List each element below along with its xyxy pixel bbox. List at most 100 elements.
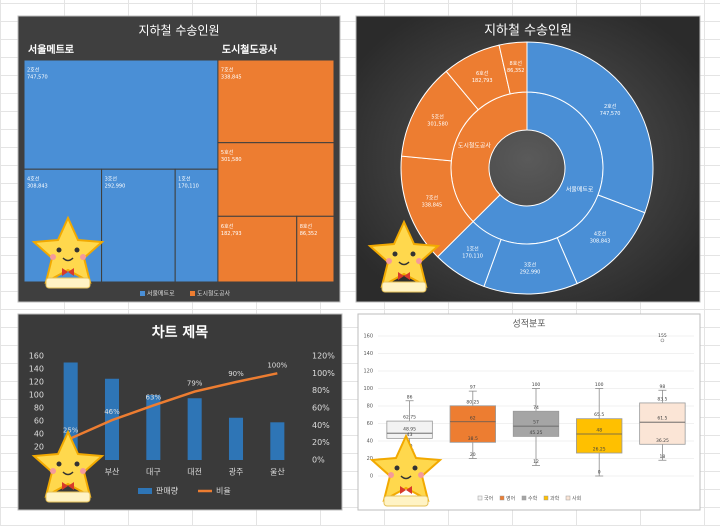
group-label: 서울메트로	[566, 185, 594, 193]
bar	[228, 417, 244, 460]
segment-label: 6호선	[476, 70, 489, 77]
box	[449, 405, 496, 443]
y-tick-label: 160	[363, 334, 373, 340]
box-label: 98	[660, 384, 666, 390]
box-label: 48	[596, 428, 602, 434]
segment-value: 292,990	[520, 269, 541, 275]
x-tick-label: 대전	[187, 467, 202, 477]
bar	[270, 422, 285, 460]
tile-label: 3호선	[105, 176, 118, 183]
tile-value: 86,352	[300, 231, 318, 237]
box-label: 86	[407, 394, 413, 400]
y-tick-label: 40	[34, 430, 44, 439]
x-tick-label: 울산	[270, 467, 285, 477]
tile-value: 338,845	[221, 75, 242, 81]
y-tick-label: 100	[363, 386, 373, 392]
treemap-tile	[174, 168, 219, 283]
x-tick-label: 대구	[146, 468, 161, 477]
box-label: 61.5	[657, 416, 667, 422]
box-label: 18	[660, 454, 666, 460]
legend-label: 과학	[550, 495, 560, 502]
box-label: 43	[407, 432, 413, 438]
outlier-label: 155	[658, 333, 667, 339]
segment-label: 3호선	[524, 261, 537, 268]
legend-label: 도시철도공사	[197, 290, 231, 298]
box-label: 0	[598, 470, 601, 476]
y-tick-label: 120	[29, 378, 44, 387]
legend-swatch	[521, 495, 527, 501]
y-tick-label: 0	[370, 474, 373, 480]
y2-tick-label: 60%	[312, 404, 330, 413]
treemap-tile	[23, 59, 219, 170]
y-tick-label: 60	[34, 417, 44, 426]
tile-label: 8호선	[300, 223, 313, 230]
y2-tick-label: 120%	[312, 352, 335, 361]
box-label: 97	[470, 385, 476, 391]
legend-swatch	[140, 291, 145, 296]
box-label: 12	[533, 459, 539, 465]
chart-title: 차트 제목	[152, 325, 209, 341]
treemap-tile	[217, 142, 335, 217]
y-tick-label: 40	[367, 439, 373, 445]
box-label: 62	[470, 415, 476, 421]
tile-label: 4호선	[27, 176, 40, 183]
box-label: 26.25	[593, 447, 606, 453]
data-label: 25%	[63, 426, 79, 434]
treemap-tile	[217, 59, 335, 144]
bar	[187, 398, 202, 460]
y2-tick-label: 40%	[312, 421, 330, 430]
box	[386, 420, 433, 439]
group-label: 도시철도공사	[222, 43, 278, 56]
box-label: 57	[533, 420, 539, 426]
sunburst-segment	[526, 41, 654, 214]
segment-label: 4호선	[594, 230, 607, 237]
group-label: 서울메트로	[28, 43, 74, 56]
tile-label: 6호선	[221, 223, 234, 230]
y2-tick-label: 100%	[312, 369, 335, 378]
chart-title: 지하철 수송인원	[138, 24, 219, 38]
box-label: 100	[532, 382, 541, 388]
segment-value: 338,845	[422, 203, 443, 209]
group-label: 도시철도공사	[458, 142, 492, 150]
sunburst-segment	[498, 41, 528, 95]
legend-swatch	[543, 495, 549, 501]
legend-label: 영어	[506, 495, 515, 502]
segment-value: 747,570	[600, 111, 621, 117]
segment-value: 182,793	[472, 78, 493, 84]
y-tick-label: 160	[29, 352, 44, 361]
segment-value: 308,843	[590, 238, 611, 244]
tile-value: 308,843	[27, 184, 48, 190]
tile-value: 747,570	[27, 75, 48, 81]
y2-tick-label: 0%	[312, 456, 325, 465]
x-tick-label: 부산	[105, 467, 120, 477]
data-label: 100%	[267, 361, 287, 369]
treemap-tile	[296, 215, 335, 283]
y-tick-label: 80	[34, 404, 44, 413]
legend-swatch	[138, 488, 152, 494]
legend-swatch	[565, 495, 571, 501]
data-label: 46%	[104, 408, 120, 416]
box-label: 36.25	[656, 438, 669, 444]
chart-title: 지하철 수송인원	[484, 24, 572, 39]
treemap-tile	[217, 215, 298, 283]
tile-label: 2호선	[27, 67, 40, 74]
y-tick-label: 20	[34, 443, 44, 452]
segment-value: 86,352	[507, 68, 525, 74]
legend-label: 비율	[216, 487, 231, 496]
tile-value: 170,110	[178, 184, 199, 190]
y-tick-label: 20	[367, 456, 373, 462]
box	[639, 402, 686, 445]
y2-tick-label: 80%	[312, 386, 330, 395]
tile-label: 5호선	[221, 149, 234, 156]
legend-swatch	[499, 495, 505, 501]
tile-value: 292,990	[105, 184, 126, 190]
box-label: 74	[533, 405, 539, 411]
y-tick-label: 120	[363, 369, 373, 375]
segment-label: 5호선	[431, 113, 444, 120]
box	[512, 410, 560, 437]
tile-label: 1호선	[178, 176, 191, 183]
x-tick-label: 광주	[229, 467, 244, 477]
bar	[146, 395, 161, 460]
y-tick-label: 140	[29, 365, 44, 374]
